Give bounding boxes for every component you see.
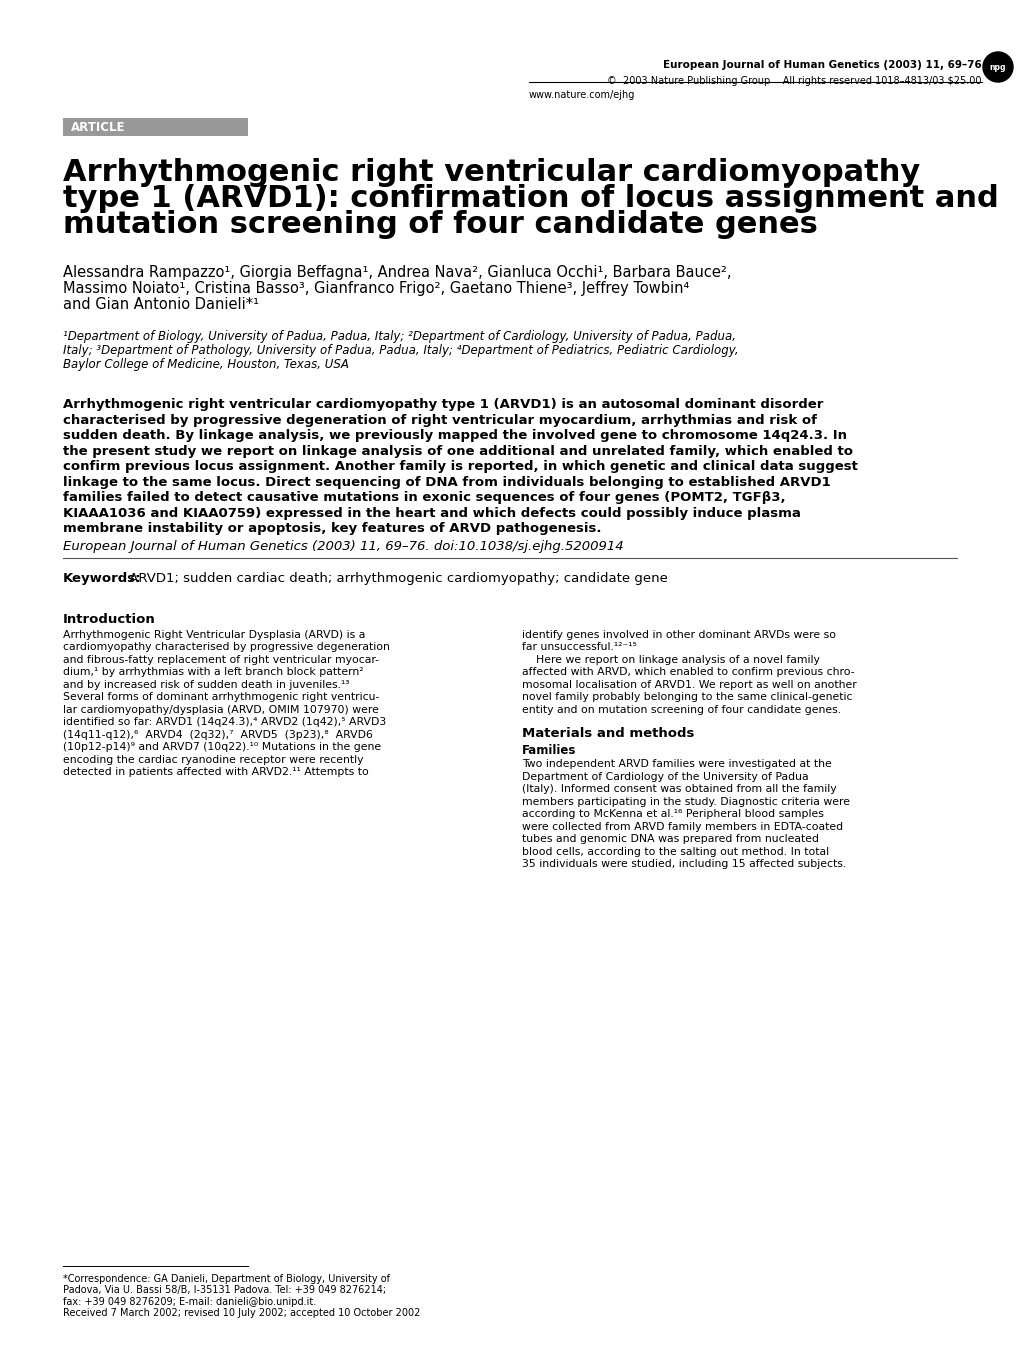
Text: European Journal of Human Genetics (2003) 11, 69–76. doi:10.1038/sj.ejhg.5200914: European Journal of Human Genetics (2003… [63, 539, 623, 553]
Text: cardiomyopathy characterised by progressive degeneration: cardiomyopathy characterised by progress… [63, 642, 389, 652]
Text: (14q11-q12),⁶  ARVD4  (2q32),⁷  ARVD5  (3p23),⁸  ARVD6: (14q11-q12),⁶ ARVD4 (2q32),⁷ ARVD5 (3p23… [63, 729, 373, 739]
Text: linkage to the same locus. Direct sequencing of DNA from individuals belonging t: linkage to the same locus. Direct sequen… [63, 475, 829, 489]
Text: the present study we report on linkage analysis of one additional and unrelated : the present study we report on linkage a… [63, 445, 852, 457]
Text: and by increased risk of sudden death in juveniles.¹³: and by increased risk of sudden death in… [63, 679, 350, 690]
Text: Several forms of dominant arrhythmogenic right ventricu-: Several forms of dominant arrhythmogenic… [63, 691, 379, 702]
Text: Massimo Noiato¹, Cristina Basso³, Gianfranco Frigo², Gaetano Thiene³, Jeffrey To: Massimo Noiato¹, Cristina Basso³, Gianfr… [63, 280, 689, 295]
Text: Families: Families [522, 744, 576, 757]
Text: mutation screening of four candidate genes: mutation screening of four candidate gen… [63, 210, 817, 240]
Text: Arrhythmogenic Right Ventricular Dysplasia (ARVD) is a: Arrhythmogenic Right Ventricular Dysplas… [63, 630, 365, 640]
Text: entity and on mutation screening of four candidate genes.: entity and on mutation screening of four… [522, 705, 841, 715]
Text: Here we report on linkage analysis of a novel family: Here we report on linkage analysis of a … [522, 655, 819, 664]
Text: fax: +39 049 8276209; E-mail: danieli@bio.unipd.it.: fax: +39 049 8276209; E-mail: danieli@bi… [63, 1297, 316, 1307]
Text: 35 individuals were studied, including 15 affected subjects.: 35 individuals were studied, including 1… [522, 859, 846, 870]
Circle shape [982, 52, 1012, 82]
Text: encoding the cardiac ryanodine receptor were recently: encoding the cardiac ryanodine receptor … [63, 754, 363, 765]
Text: Arrhythmogenic right ventricular cardiomyopathy: Arrhythmogenic right ventricular cardiom… [63, 158, 919, 186]
Text: npg: npg [988, 63, 1006, 72]
Text: ARVD1; sudden cardiac death; arrhythmogenic cardiomyopathy; candidate gene: ARVD1; sudden cardiac death; arrhythmoge… [125, 572, 667, 584]
Text: identified so far: ARVD1 (14q24.3),⁴ ARVD2 (1q42),⁵ ARVD3: identified so far: ARVD1 (14q24.3),⁴ ARV… [63, 717, 386, 727]
Text: were collected from ARVD family members in EDTA-coated: were collected from ARVD family members … [522, 822, 843, 832]
Text: sudden death. By linkage analysis, we previously mapped the involved gene to chr: sudden death. By linkage analysis, we pr… [63, 429, 846, 442]
Text: and Gian Antonio Danieli*¹: and Gian Antonio Danieli*¹ [63, 297, 259, 312]
Text: Two independent ARVD families were investigated at the: Two independent ARVD families were inves… [522, 759, 830, 769]
Text: Department of Cardiology of the University of Padua: Department of Cardiology of the Universi… [522, 772, 808, 781]
Text: KIAAA1036 and KIAA0759) expressed in the heart and which defects could possibly : KIAAA1036 and KIAA0759) expressed in the… [63, 506, 800, 520]
Text: *Correspondence: GA Danieli, Department of Biology, University of: *Correspondence: GA Danieli, Department … [63, 1274, 389, 1283]
Text: families failed to detect causative mutations in exonic sequences of four genes : families failed to detect causative muta… [63, 491, 785, 504]
Text: Italy; ³Department of Pathology, University of Padua, Padua, Italy; ⁴Department : Italy; ³Department of Pathology, Univers… [63, 344, 738, 357]
Text: mosomal localisation of ARVD1. We report as well on another: mosomal localisation of ARVD1. We report… [522, 679, 856, 690]
Text: dium,¹ by arrhythmias with a left branch block pattern²: dium,¹ by arrhythmias with a left branch… [63, 667, 363, 676]
Text: ARTICLE: ARTICLE [71, 121, 125, 133]
Text: members participating in the study. Diagnostic criteria were: members participating in the study. Diag… [522, 796, 849, 807]
Text: European Journal of Human Genetics (2003) 11, 69–76: European Journal of Human Genetics (2003… [662, 60, 981, 69]
FancyBboxPatch shape [63, 118, 248, 136]
Text: ©  2003 Nature Publishing Group    All rights reserved 1018–4813/03 $25.00: © 2003 Nature Publishing Group All right… [607, 76, 981, 86]
Text: Keywords:: Keywords: [63, 572, 142, 584]
Text: detected in patients affected with ARVD2.¹¹ Attempts to: detected in patients affected with ARVD2… [63, 768, 369, 777]
Text: Padova, Via U. Bassi 58/B, I-35131 Padova. Tel: +39 049 8276214;: Padova, Via U. Bassi 58/B, I-35131 Padov… [63, 1286, 386, 1296]
Text: Alessandra Rampazzo¹, Giorgia Beffagna¹, Andrea Nava², Gianluca Occhi¹, Barbara : Alessandra Rampazzo¹, Giorgia Beffagna¹,… [63, 265, 731, 280]
Text: far unsuccessful.¹²⁻¹⁵: far unsuccessful.¹²⁻¹⁵ [522, 642, 636, 652]
Text: Materials and methods: Materials and methods [522, 727, 694, 740]
Text: identify genes involved in other dominant ARVDs were so: identify genes involved in other dominan… [522, 630, 836, 640]
Text: lar cardiomyopathy/dysplasia (ARVD, OMIM 107970) were: lar cardiomyopathy/dysplasia (ARVD, OMIM… [63, 705, 378, 715]
Text: (10p12-p14)⁹ and ARVD7 (10q22).¹⁰ Mutations in the gene: (10p12-p14)⁹ and ARVD7 (10q22).¹⁰ Mutati… [63, 742, 381, 753]
Text: according to McKenna et al.¹⁶ Peripheral blood samples: according to McKenna et al.¹⁶ Peripheral… [522, 808, 823, 819]
Text: blood cells, according to the salting out method. In total: blood cells, according to the salting ou… [522, 847, 828, 856]
Text: Baylor College of Medicine, Houston, Texas, USA: Baylor College of Medicine, Houston, Tex… [63, 358, 348, 372]
Text: affected with ARVD, which enabled to confirm previous chro-: affected with ARVD, which enabled to con… [522, 667, 854, 676]
Text: type 1 (ARVD1): confirmation of locus assignment and: type 1 (ARVD1): confirmation of locus as… [63, 184, 998, 214]
Text: ¹Department of Biology, University of Padua, Padua, Italy; ²Department of Cardio: ¹Department of Biology, University of Pa… [63, 329, 736, 343]
Text: tubes and genomic DNA was prepared from nucleated: tubes and genomic DNA was prepared from … [522, 834, 818, 844]
Text: Introduction: Introduction [63, 612, 156, 626]
Text: (Italy). Informed consent was obtained from all the family: (Italy). Informed consent was obtained f… [522, 784, 836, 793]
Text: characterised by progressive degeneration of right ventricular myocardium, arrhy: characterised by progressive degeneratio… [63, 414, 816, 426]
Text: Arrhythmogenic right ventricular cardiomyopathy type 1 (ARVD1) is an autosomal d: Arrhythmogenic right ventricular cardiom… [63, 397, 822, 411]
Text: www.nature.com/ejhg: www.nature.com/ejhg [529, 90, 635, 99]
Text: confirm previous locus assignment. Another family is reported, in which genetic : confirm previous locus assignment. Anoth… [63, 460, 857, 474]
Text: novel family probably belonging to the same clinical-genetic: novel family probably belonging to the s… [522, 691, 852, 702]
Text: and fibrous-fatty replacement of right ventricular myocar-: and fibrous-fatty replacement of right v… [63, 655, 379, 664]
Text: Received 7 March 2002; revised 10 July 2002; accepted 10 October 2002: Received 7 March 2002; revised 10 July 2… [63, 1308, 420, 1319]
Text: membrane instability or apoptosis, key features of ARVD pathogenesis.: membrane instability or apoptosis, key f… [63, 523, 601, 535]
